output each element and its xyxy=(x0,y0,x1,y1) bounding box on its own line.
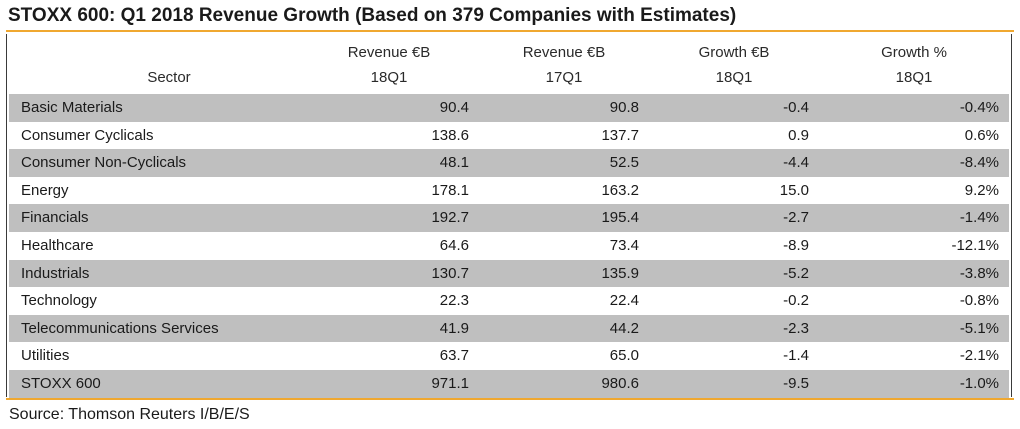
growth-pct-cell: -1.0% xyxy=(819,369,1009,398)
sector-cell: Financials xyxy=(9,204,299,232)
growth-eur-cell: -0.4 xyxy=(649,94,819,122)
revenue-18q1-cell: 178.1 xyxy=(431,181,469,199)
col-header-growth-eur-line2: 18Q1 xyxy=(715,69,753,86)
table-row: Energy 178.1 163.2 15.0 9.2% xyxy=(9,177,1009,205)
table-row: Technology 22.3 22.4 -0.2 -0.8% xyxy=(9,287,1009,315)
revenue-17q1-cell: 44.2 xyxy=(479,314,649,343)
growth-eur-cell: 15.0 xyxy=(779,181,809,199)
sector-cell: Basic Materials xyxy=(9,94,299,122)
revenue-18q1-cell: 138.6 xyxy=(431,126,469,144)
col-header-rev18-line1: Revenue €B xyxy=(347,44,431,61)
col-header-rev17-line2: 17Q1 xyxy=(545,69,583,86)
sector-cell: Telecommunications Services xyxy=(9,314,299,343)
growth-pct-cell: -3.8% xyxy=(819,259,1009,288)
col-header-growth-pct-line2: 18Q1 xyxy=(895,69,933,86)
col-header-growth-eur-line1: Growth €B xyxy=(698,44,770,61)
table-row: Industrials 130.7 135.9 -5.2 -3.8% xyxy=(9,259,1009,288)
growth-pct-cell: -0.4% xyxy=(819,94,1009,122)
growth-pct-cell: 9.2% xyxy=(964,181,999,199)
table-row: Financials 192.7 195.4 -2.7 -1.4% xyxy=(9,204,1009,232)
sector-cell: STOXX 600 xyxy=(9,369,299,398)
table-row: Telecommunications Services 41.9 44.2 -2.3-… xyxy=(9,314,1009,343)
revenue-17q1-cell: 195.4 xyxy=(479,204,649,232)
sector-cell: Consumer Non-Cyclicals xyxy=(9,149,299,177)
table-total-row: STOXX 600 971.1 980.6 -9.5 -1.0% xyxy=(9,369,1009,398)
revenue-17q1-cell: 980.6 xyxy=(479,369,649,398)
growth-eur-cell: -9.5 xyxy=(649,369,819,398)
sector-cell: Technology xyxy=(21,292,97,310)
revenue-18q1-cell: 63.7 xyxy=(439,347,469,365)
revenue-17q1-cell: 163.2 xyxy=(601,181,639,199)
table-body: Basic Materials 90.4 90.8 -0.4 -0.4% Consumer… xyxy=(9,94,1009,398)
revenue-18q1-cell: 192.7 xyxy=(299,204,479,232)
sector-cell: Energy xyxy=(21,181,69,199)
top-accent-rule xyxy=(6,30,1014,32)
source-note: Source: Thomson Reuters I/B/E/S xyxy=(9,406,250,423)
growth-pct-cell: -8.4% xyxy=(819,149,1009,177)
header-blank xyxy=(9,34,299,66)
growth-pct-cell: -12.1% xyxy=(951,236,999,254)
growth-eur-cell: -5.2 xyxy=(649,259,819,288)
revenue-18q1-cell: 90.4 xyxy=(299,94,479,122)
growth-pct-cell: 0.6% xyxy=(964,126,999,144)
revenue-17q1-cell: 135.9 xyxy=(479,259,649,288)
growth-eur-cell: -1.4 xyxy=(783,347,809,365)
revenue-18q1-cell: 48.1 xyxy=(299,149,479,177)
revenue-17q1-cell: 73.4 xyxy=(609,236,639,254)
revenue-18q1-cell: 22.3 xyxy=(439,292,469,310)
revenue-18q1-cell: 971.1 xyxy=(299,369,479,398)
growth-pct-cell: -1.4% xyxy=(819,204,1009,232)
growth-eur-cell: -4.4 xyxy=(649,149,819,177)
table-row: Healthcare 64.6 73.4 -8.9 -12.1% xyxy=(9,232,1009,260)
revenue-18q1-cell: 41.9 xyxy=(299,314,479,343)
col-header-rev18-line2: 18Q1 xyxy=(370,69,408,86)
page-title: STOXX 600: Q1 2018 Revenue Growth (Based… xyxy=(8,5,737,26)
revenue-17q1-cell: 90.8 xyxy=(479,94,649,122)
sector-cell: Industrials xyxy=(9,259,299,288)
col-header-sector: Sector xyxy=(147,69,191,86)
revenue-17q1-cell: 65.0 xyxy=(609,347,639,365)
col-header-rev17-line1: Revenue €B xyxy=(522,44,606,61)
growth-eur-cell: 0.9 xyxy=(788,126,809,144)
revenue-17q1-cell: 52.5 xyxy=(479,149,649,177)
col-header-growth-pct-line1: Growth % xyxy=(881,44,947,61)
growth-eur-cell: -0.2 xyxy=(783,292,809,310)
growth-pct-cell: -5.1% xyxy=(819,314,1009,343)
revenue-18q1-cell: 64.6 xyxy=(439,236,469,254)
growth-pct-cell: -0.8% xyxy=(959,292,999,310)
sector-cell: Healthcare xyxy=(21,236,94,254)
table-row: Utilities 63.7 65.0 -1.4 -2.1% xyxy=(9,342,1009,370)
bottom-accent-rule xyxy=(6,398,1014,400)
growth-eur-cell: -8.9 xyxy=(783,236,809,254)
sector-cell: Utilities xyxy=(21,347,70,365)
table-row: Basic Materials 90.4 90.8 -0.4 -0.4% xyxy=(9,94,1009,122)
table-row: Consumer Non-Cyclicals 48.1 52.5 -4.4 -8.4% xyxy=(9,149,1009,177)
revenue-growth-table: Revenue €B Revenue €B Growth €B Growth %… xyxy=(9,34,1009,398)
growth-pct-cell: -2.1% xyxy=(959,347,999,365)
revenue-17q1-cell: 22.4 xyxy=(609,292,639,310)
revenue-17q1-cell: 137.7 xyxy=(601,126,639,144)
growth-eur-cell: -2.3 xyxy=(649,314,819,343)
table-frame: Revenue €B Revenue €B Growth €B Growth %… xyxy=(6,34,1012,398)
revenue-18q1-cell: 130.7 xyxy=(299,259,479,288)
table-row: Consumer Cyclicals 138.6 137.7 0.9 0.6% xyxy=(9,122,1009,150)
sector-cell: Consumer Cyclicals xyxy=(21,126,154,144)
growth-eur-cell: -2.7 xyxy=(649,204,819,232)
